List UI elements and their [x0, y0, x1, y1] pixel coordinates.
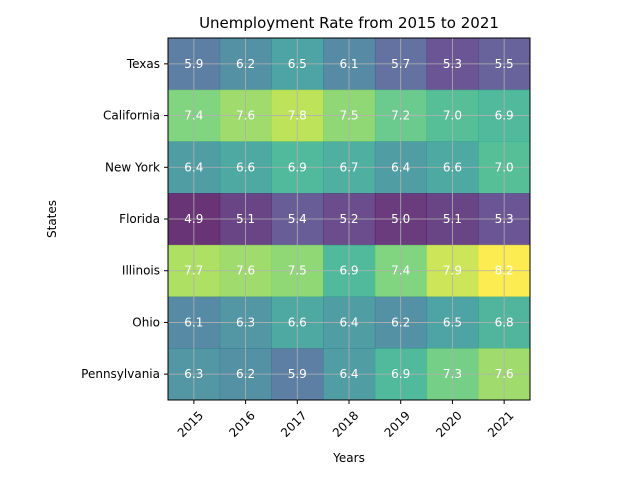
y-axis-label: States — [45, 200, 59, 238]
cell-value-label: 5.9 — [184, 57, 203, 71]
chart-title: Unemployment Rate from 2015 to 2021 — [199, 14, 499, 32]
cell-value-label: 7.8 — [288, 109, 307, 123]
cell-value-label: 7.2 — [391, 109, 410, 123]
y-tick-label: Pennsylvania — [81, 367, 160, 381]
cell-value-label: 6.9 — [339, 264, 358, 278]
cell-value-label: 5.4 — [288, 212, 307, 226]
cell-value-label: 6.4 — [339, 315, 358, 329]
cell-value-label: 5.0 — [391, 212, 410, 226]
x-tick-label: 2016 — [226, 408, 257, 439]
cell-value-label: 6.1 — [339, 57, 358, 71]
x-axis: 2015 2016 2017 2018 2019 2020 2021 — [175, 400, 516, 440]
cell-value-label: 7.4 — [184, 109, 203, 123]
x-tick-label: 2019 — [382, 408, 413, 439]
cell-value-label: 5.7 — [391, 57, 410, 71]
heatmap-gridlines — [168, 38, 530, 400]
cell-value-label: 6.3 — [236, 315, 255, 329]
cell-value-label: 6.2 — [391, 315, 410, 329]
cell-value-label: 7.0 — [443, 109, 462, 123]
cell-value-label: 5.2 — [339, 212, 358, 226]
cell-value-label: 6.2 — [236, 367, 255, 381]
x-axis-label: Years — [332, 451, 365, 465]
y-tick-label: Texas — [126, 57, 160, 71]
cell-value-label: 6.6 — [236, 160, 255, 174]
cell-value-label: 5.1 — [443, 212, 462, 226]
cell-value-label: 5.1 — [236, 212, 255, 226]
cell-value-label: 6.9 — [391, 367, 410, 381]
y-tick-label: New York — [105, 160, 160, 174]
x-tick-label: 2021 — [485, 408, 516, 439]
cell-value-label: 6.4 — [184, 160, 203, 174]
cell-value-label: 6.9 — [495, 109, 514, 123]
cell-value-label: 6.2 — [236, 57, 255, 71]
cell-value-label: 7.9 — [443, 264, 462, 278]
cell-value-label: 7.5 — [288, 264, 307, 278]
cell-value-label: 7.6 — [236, 109, 255, 123]
cell-value-labels: 5.9 6.2 6.5 6.1 5.7 5.3 5.5 7.4 7.6 7.8 7.5 7.2 7.0 6… — [184, 57, 513, 381]
cell-value-label: 5.5 — [495, 57, 514, 71]
y-tick-label: Ohio — [132, 315, 160, 329]
cell-value-label: 6.3 — [184, 367, 203, 381]
cell-value-label: 7.0 — [495, 160, 514, 174]
cell-value-label: 7.5 — [339, 109, 358, 123]
y-tick-label: Florida — [119, 212, 160, 226]
cell-value-label: 6.9 — [288, 160, 307, 174]
cell-value-label: 7.3 — [443, 367, 462, 381]
cell-value-label: 5.9 — [288, 367, 307, 381]
cell-value-label: 4.9 — [184, 212, 203, 226]
cell-value-label: 7.6 — [236, 264, 255, 278]
cell-value-label: 7.7 — [184, 264, 203, 278]
cell-value-label: 7.4 — [391, 264, 410, 278]
cell-value-label: 6.5 — [443, 315, 462, 329]
cell-value-label: 6.6 — [443, 160, 462, 174]
cell-value-label: 5.3 — [495, 212, 514, 226]
cell-value-label: 6.4 — [391, 160, 410, 174]
y-axis: Texas California New York Florida Illinois Oh… — [81, 57, 168, 381]
cell-value-label: 6.6 — [288, 315, 307, 329]
cell-value-label: 6.1 — [184, 315, 203, 329]
y-tick-label: California — [103, 109, 160, 123]
x-tick-label: 2018 — [330, 408, 361, 439]
cell-value-label: 6.7 — [339, 160, 358, 174]
cell-value-label: 5.3 — [443, 57, 462, 71]
cell-value-label: 6.4 — [339, 367, 358, 381]
cell-value-label: 7.6 — [495, 367, 514, 381]
x-tick-label: 2017 — [278, 408, 309, 439]
y-tick-label: Illinois — [122, 264, 160, 278]
x-tick-label: 2020 — [433, 408, 464, 439]
x-tick-label: 2015 — [175, 408, 206, 439]
cell-value-label: 6.5 — [288, 57, 307, 71]
cell-value-label: 8.2 — [495, 264, 514, 278]
cell-value-label: 6.8 — [495, 315, 514, 329]
